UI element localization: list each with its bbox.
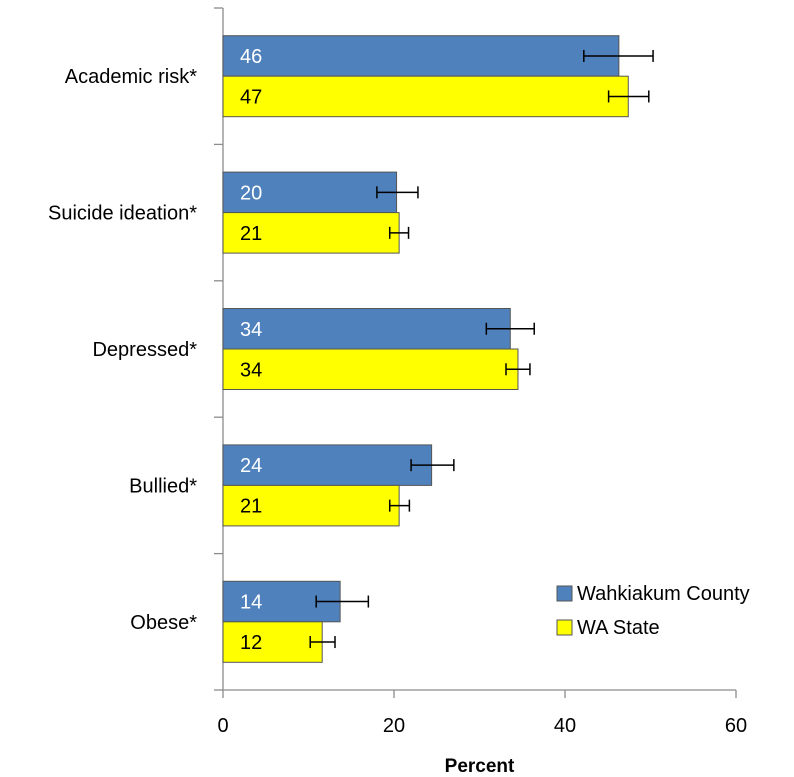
category-label: Depressed*	[92, 339, 197, 361]
x-tick-label: 40	[554, 715, 576, 737]
category-label: Academic risk*	[65, 66, 197, 88]
data-label: 12	[240, 632, 262, 654]
bar	[222, 308, 511, 350]
data-label: 21	[240, 496, 262, 518]
data-label: 20	[240, 182, 262, 204]
bars	[222, 35, 629, 663]
bar	[222, 212, 400, 254]
error-bar	[388, 499, 411, 512]
x-tick-label: 60	[725, 715, 747, 737]
category-label: Suicide ideation*	[48, 203, 197, 225]
category-labels: Academic risk* Suicide ideation* Depressed…	[48, 66, 197, 634]
value-labels: 46 47 20 21 34 34 24 21 14 12	[240, 46, 262, 654]
error-bar	[505, 363, 531, 376]
error-bars	[309, 49, 654, 649]
category-label: Obese*	[130, 612, 197, 634]
error-bar	[485, 322, 535, 335]
bar	[222, 75, 629, 118]
legend-swatch-wahkiakum-county	[556, 585, 573, 602]
data-label: 47	[240, 86, 262, 108]
bar	[222, 348, 519, 390]
legend-label-wahkiakum-county: Wahkiakum County	[577, 583, 750, 605]
category-label: Bullied*	[129, 475, 197, 497]
error-bar	[315, 595, 370, 608]
x-axis-title: Percent	[445, 756, 515, 777]
data-label: 24	[240, 455, 262, 477]
x-tick-label: 0	[217, 715, 228, 737]
data-label: 46	[240, 46, 262, 68]
x-tick-label: 20	[383, 715, 405, 737]
error-bar	[388, 226, 410, 239]
error-bar	[309, 636, 336, 649]
data-label: 21	[240, 223, 262, 245]
data-label: 34	[240, 319, 262, 341]
ticks: 0 20 40 60	[214, 7, 747, 737]
error-bar	[583, 49, 654, 62]
bar	[222, 621, 323, 663]
error-bar	[410, 459, 455, 472]
error-bar	[607, 90, 650, 103]
data-label: 14	[240, 592, 262, 614]
legend: Wahkiakum County WA State	[556, 583, 750, 639]
legend-label-wa-state: WA State	[577, 617, 660, 639]
bar	[222, 484, 400, 527]
bar	[222, 35, 620, 77]
data-label: 34	[240, 359, 262, 381]
error-bar	[376, 186, 419, 199]
legend-swatch-wa-state	[556, 619, 573, 636]
